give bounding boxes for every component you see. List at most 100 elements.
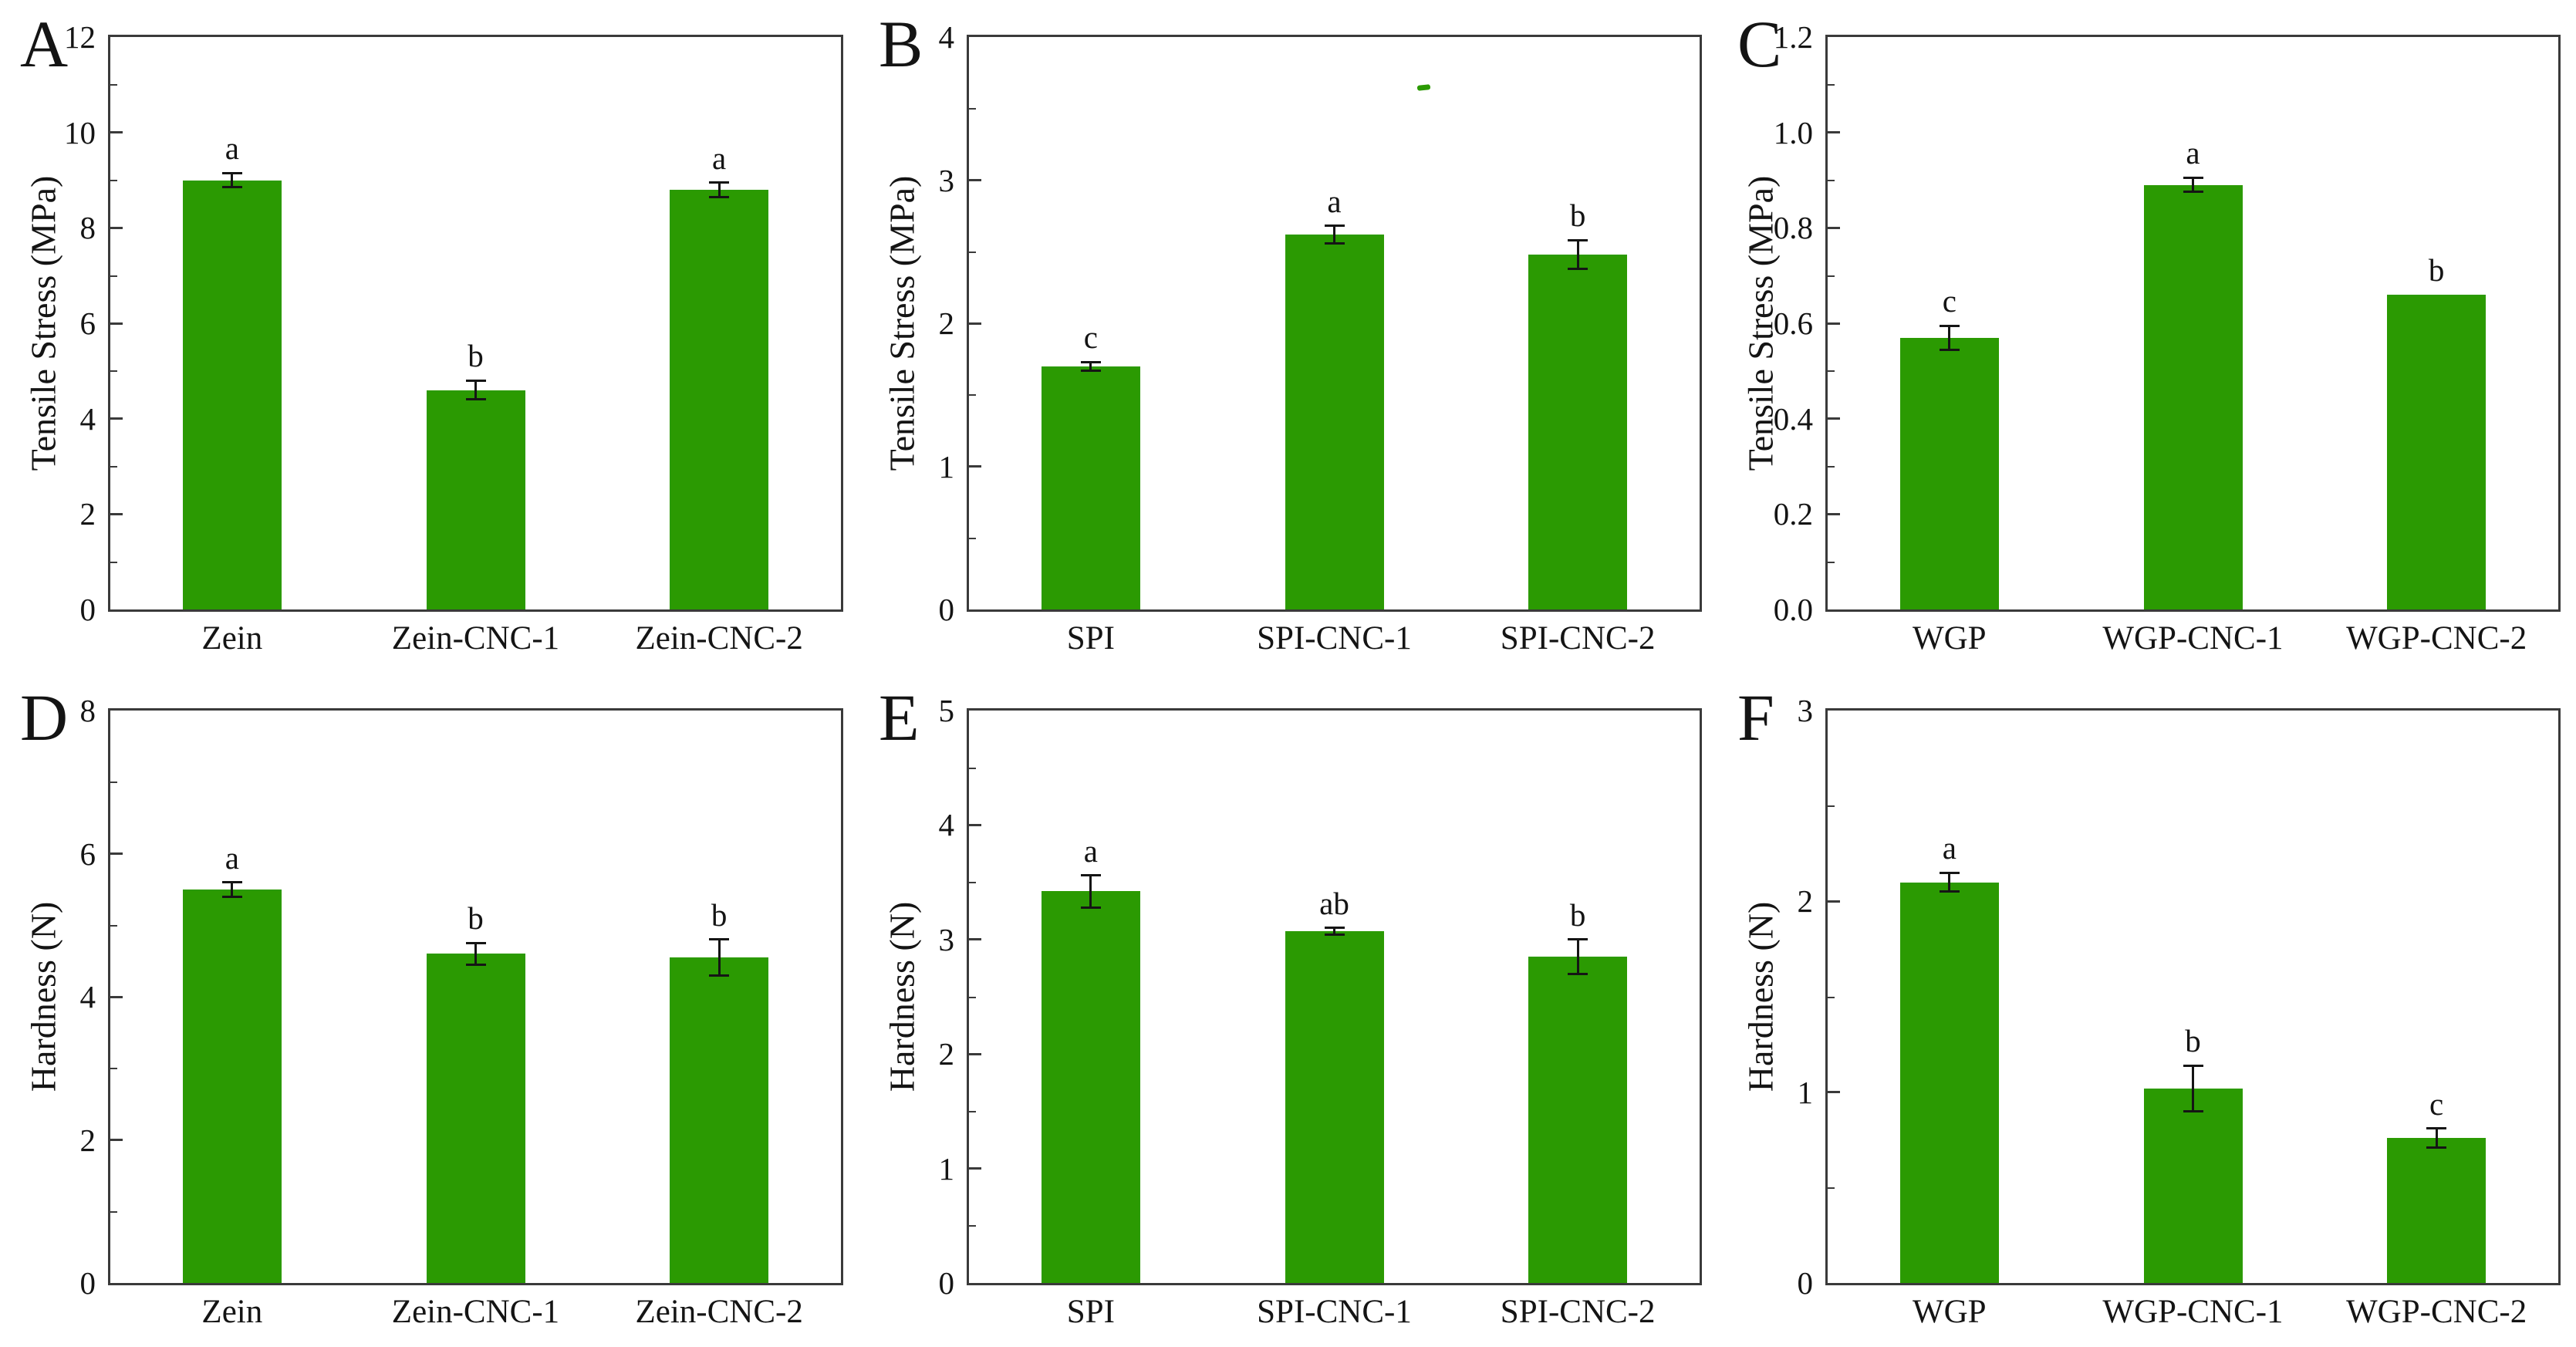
error-bar-cap <box>1324 927 1345 930</box>
y-minor-tick <box>969 108 976 110</box>
plot-area: a b c <box>1825 708 2561 1285</box>
y-tick-label: 0.2 <box>1773 496 1813 532</box>
data-bar-zein <box>182 180 282 609</box>
y-minor-tick <box>110 466 117 468</box>
error-bar-cap <box>1568 238 1588 241</box>
significance-letter: b <box>711 896 728 933</box>
plot-area: c a b <box>967 35 1702 612</box>
error-bar <box>1948 873 1951 892</box>
error-bar-cap <box>221 895 242 898</box>
y-minor-tick <box>1828 466 1835 468</box>
y-tick-label: 2 <box>938 1036 955 1072</box>
y-minor-tick <box>1828 84 1835 86</box>
y-minor-tick <box>110 84 117 86</box>
x-category-label: Zein <box>201 620 263 657</box>
data-bar-wgp-cnc-2 <box>2387 1138 2487 1283</box>
significance-letter: a <box>225 839 239 876</box>
data-bar-spi <box>1041 366 1140 609</box>
y-tick-label: 0.6 <box>1773 306 1813 341</box>
x-category-label: WGP-CNC-2 <box>2346 620 2527 657</box>
data-bar-wgp-cnc-1 <box>2143 1088 2243 1283</box>
error-bar <box>1576 939 1579 974</box>
y-minor-tick <box>969 394 976 397</box>
y-minor-tick <box>110 180 117 181</box>
error-bar-cap <box>1324 224 1345 228</box>
y-major-tick <box>1828 512 1840 515</box>
error-bar-cap <box>465 941 486 944</box>
y-minor-tick <box>110 782 117 784</box>
y-minor-tick <box>110 370 117 373</box>
plot-area: a b b <box>108 708 843 1285</box>
y-major-tick <box>969 322 981 325</box>
y-minor-tick <box>969 1110 976 1112</box>
y-major-tick <box>969 823 981 826</box>
y-tick-label: 8 <box>79 693 96 728</box>
y-tick-label: 1 <box>938 1150 955 1187</box>
x-category-label: Zein-CNC-1 <box>391 1294 560 1330</box>
y-tick-label: 1 <box>1797 1074 1814 1110</box>
error-bar-cap <box>1568 938 1588 941</box>
y-minor-tick <box>1828 275 1835 277</box>
x-category-label: WGP-CNC-1 <box>2102 1294 2284 1330</box>
y-tick-label: 0.0 <box>1773 592 1813 627</box>
chart-panel-b: B Tensile Stress (MPa) c a b 0 1 2 3 4 SPI SPI-CNC-… <box>859 0 1717 674</box>
y-minor-tick <box>969 996 976 998</box>
y-tick-label: 12 <box>64 19 96 55</box>
x-category-label: Zein-CNC-1 <box>391 620 560 657</box>
y-minor-tick <box>110 1068 117 1070</box>
error-bar-cap <box>1080 369 1101 372</box>
y-tick-label: 10 <box>64 114 96 150</box>
y-tick-label: 3 <box>1797 693 1814 728</box>
panel-letter: B <box>879 7 923 81</box>
y-major-tick <box>1828 226 1840 229</box>
significance-letter: a <box>2186 135 2200 171</box>
significance-letter: b <box>1569 197 1586 234</box>
error-bar-cap <box>709 938 730 941</box>
error-bar-cap <box>465 963 486 966</box>
error-bar <box>2435 1128 2438 1148</box>
y-minor-tick <box>969 1225 976 1227</box>
significance-letter: a <box>1083 832 1098 869</box>
chart-panel-a: A Tensile Stress (MPa) a b a 0 2 4 6 8 10 12 Zein Zei… <box>0 0 859 674</box>
error-bar-cap <box>1324 933 1345 937</box>
y-minor-tick <box>969 537 976 539</box>
y-minor-tick <box>969 767 976 769</box>
y-tick-label: 5 <box>938 693 955 728</box>
y-minor-tick <box>1828 996 1835 998</box>
data-bar-zein-cnc-2 <box>670 957 769 1283</box>
panel-letter: F <box>1737 680 1774 755</box>
chart-panel-e: E Hardness (N) a ab b 0 1 2 3 4 5 SPI SPI-CNC-1 SPI-C… <box>859 674 1717 1347</box>
error-bar-cap <box>1939 348 1960 351</box>
error-bar-cap <box>709 195 730 198</box>
x-category-label: Zein <box>201 1294 263 1330</box>
y-major-tick <box>110 995 123 998</box>
x-category-label: WGP-CNC-2 <box>2346 1294 2527 1330</box>
y-major-tick <box>1828 417 1840 420</box>
y-minor-tick <box>969 882 976 884</box>
significance-letter: a <box>712 140 727 176</box>
y-minor-tick <box>110 1210 117 1213</box>
y-tick-label: 4 <box>79 979 96 1014</box>
y-tick-label: 0 <box>1797 1265 1814 1301</box>
y-minor-tick <box>1828 180 1835 181</box>
x-category-label: WGP <box>1913 620 1987 657</box>
y-tick-label: 0 <box>79 592 96 627</box>
error-bar <box>2192 177 2194 192</box>
error-bar <box>1333 927 1335 935</box>
error-bar <box>1948 326 1951 350</box>
error-bar-cap <box>709 181 730 184</box>
error-bar <box>1333 225 1335 244</box>
y-tick-label: 3 <box>938 162 955 198</box>
error-bar-cap <box>2183 1064 2203 1067</box>
data-bar-zein-cnc-1 <box>426 954 525 1283</box>
y-minor-tick <box>1828 805 1835 808</box>
error-bar-cap <box>221 171 242 174</box>
error-bar <box>231 173 234 187</box>
y-tick-label: 2 <box>1797 883 1814 920</box>
chart-panel-c: C Tensile Stress (MPa) c a b 0.0 0.2 0.4 0.6 0.8 1… <box>1717 0 2576 674</box>
y-tick-label: 0 <box>79 1265 96 1301</box>
y-tick-label: 3 <box>938 921 955 957</box>
y-major-tick <box>110 322 123 325</box>
error-bar-cap <box>465 379 486 382</box>
y-tick-label: 2 <box>79 1122 96 1158</box>
